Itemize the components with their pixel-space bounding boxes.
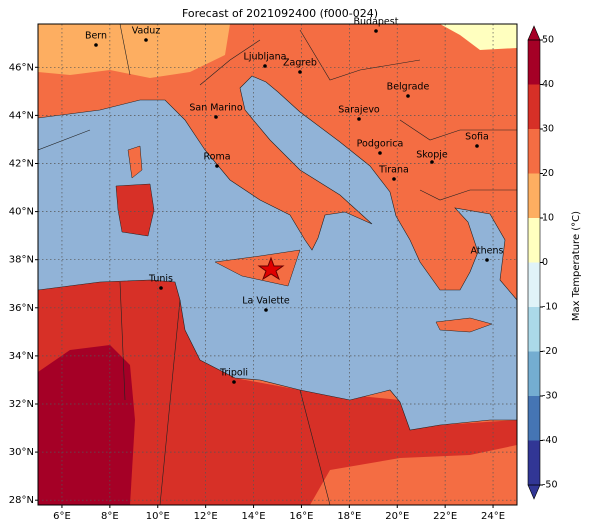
colorbar-band — [528, 262, 540, 307]
colorbar-tick-label: -50 — [542, 480, 558, 491]
crete — [435, 317, 493, 333]
city-label: Athens — [471, 246, 504, 257]
cities: Bern Vaduz Budapest Ljubljana Zagreb Bel… — [85, 17, 504, 384]
colorbar-label: Max Temperature (°C) — [571, 211, 582, 321]
city-dot — [357, 117, 361, 121]
city-label: Tripoli — [219, 368, 248, 379]
city-label: Sarajevo — [338, 105, 380, 116]
title: Forecast of 2021092400 (f000-024) — [182, 7, 378, 20]
corsica — [127, 145, 143, 179]
lat-tick-label: 32°N — [9, 399, 34, 410]
axes: 6°E 8°E 10°E 12°E 14°E 16°E 18°E 20°E 22°E 24°E 28… — [9, 62, 505, 522]
city-label: San Marino — [189, 103, 242, 114]
map-frame — [37, 23, 518, 506]
city-dot — [378, 151, 382, 155]
city-label: Podgorica — [357, 139, 404, 150]
city-label: Bern — [85, 31, 107, 42]
lon-tick-label: 14°E — [242, 511, 266, 522]
lat-tick-label: 38°N — [9, 255, 34, 266]
lat-tick-label: 40°N — [9, 207, 34, 218]
lon-tick-label: 6°E — [53, 511, 71, 522]
colorbar-band — [528, 84, 540, 129]
colorbar-band — [528, 351, 540, 396]
lon-tick-label: 20°E — [385, 511, 409, 522]
colorbar: Max Temperature (°C) -50 -40 -30 -20 -10 0 10 2… — [527, 25, 582, 500]
lat-tick-label: 30°N — [9, 447, 34, 458]
colorbar-tick-label: 0 — [542, 257, 548, 268]
hot-patch — [38, 345, 135, 505]
colorbar-tick-label: 20 — [542, 168, 554, 179]
lon-tick-label: 18°E — [337, 511, 361, 522]
colorbar-band — [528, 40, 540, 85]
colorbar-tick-label: 30 — [542, 124, 554, 135]
colorbar-band — [528, 440, 540, 485]
city-label: Skopje — [416, 150, 448, 161]
borders — [38, 24, 517, 505]
city-dot — [94, 43, 98, 47]
city-label: La Valette — [242, 296, 290, 307]
lat-tick-label: 46°N — [9, 62, 34, 73]
city-label: Zagreb — [283, 58, 317, 69]
colorbar-tick-label: -30 — [542, 391, 558, 402]
city-dot — [144, 38, 148, 42]
city-dot — [485, 258, 489, 262]
lat-tick-label: 44°N — [9, 110, 34, 121]
city-dot — [298, 70, 302, 74]
lon-tick-label: 10°E — [146, 511, 170, 522]
colorbar-band — [528, 173, 540, 218]
city-label: Sofia — [465, 132, 489, 143]
lon-tick-label: 12°E — [194, 511, 218, 522]
colorbar-tick-label: 40 — [542, 79, 554, 90]
colorbar-band — [528, 218, 540, 263]
colorbar-extend-top — [527, 25, 541, 41]
lat-tick-label: 36°N — [9, 303, 34, 314]
colorbar-tick-label: -20 — [542, 346, 558, 357]
sardinia — [115, 183, 155, 237]
city-dot — [392, 177, 396, 181]
city-dot — [406, 94, 410, 98]
city-label: Vaduz — [132, 26, 161, 37]
graticule — [38, 24, 517, 505]
city-dot — [159, 286, 163, 290]
city-dot — [214, 115, 218, 119]
city-dot — [475, 144, 479, 148]
lon-tick-label: 22°E — [433, 511, 457, 522]
warm-strip — [310, 445, 517, 505]
city-label: Belgrade — [387, 82, 430, 93]
colorbar-tick-label: -10 — [542, 302, 558, 313]
lon-tick-label: 16°E — [289, 511, 313, 522]
lat-tick-label: 28°N — [9, 495, 34, 506]
city-dot — [430, 160, 434, 164]
star-marker — [257, 256, 285, 281]
city-label: Ljubljana — [244, 52, 287, 63]
alps-warm — [38, 24, 230, 78]
city-dot — [215, 164, 219, 168]
lon-tick-label: 8°E — [101, 511, 119, 522]
city-dot — [263, 64, 267, 68]
city-label: Budapest — [354, 17, 399, 28]
map — [38, 24, 517, 505]
colorbar-tick-label: 10 — [542, 213, 554, 224]
city-label: Roma — [203, 152, 230, 163]
city-dot — [264, 308, 268, 312]
colorbar-extend-bottom — [527, 484, 541, 500]
colorbar-tick-label: -40 — [542, 435, 558, 446]
city-dot — [374, 29, 378, 33]
city-label: Tunis — [148, 274, 173, 285]
colorbar-band — [528, 129, 540, 174]
colorbar-band — [528, 396, 540, 441]
lat-tick-label: 34°N — [9, 351, 34, 362]
lon-tick-label: 24°E — [481, 511, 505, 522]
colorbar-band — [528, 307, 540, 352]
lat-tick-label: 42°N — [9, 158, 34, 169]
colorbar-tick-label: 50 — [542, 35, 554, 46]
city-dot — [232, 380, 236, 384]
cool-patch — [440, 24, 517, 50]
city-label: Tirana — [378, 165, 409, 176]
